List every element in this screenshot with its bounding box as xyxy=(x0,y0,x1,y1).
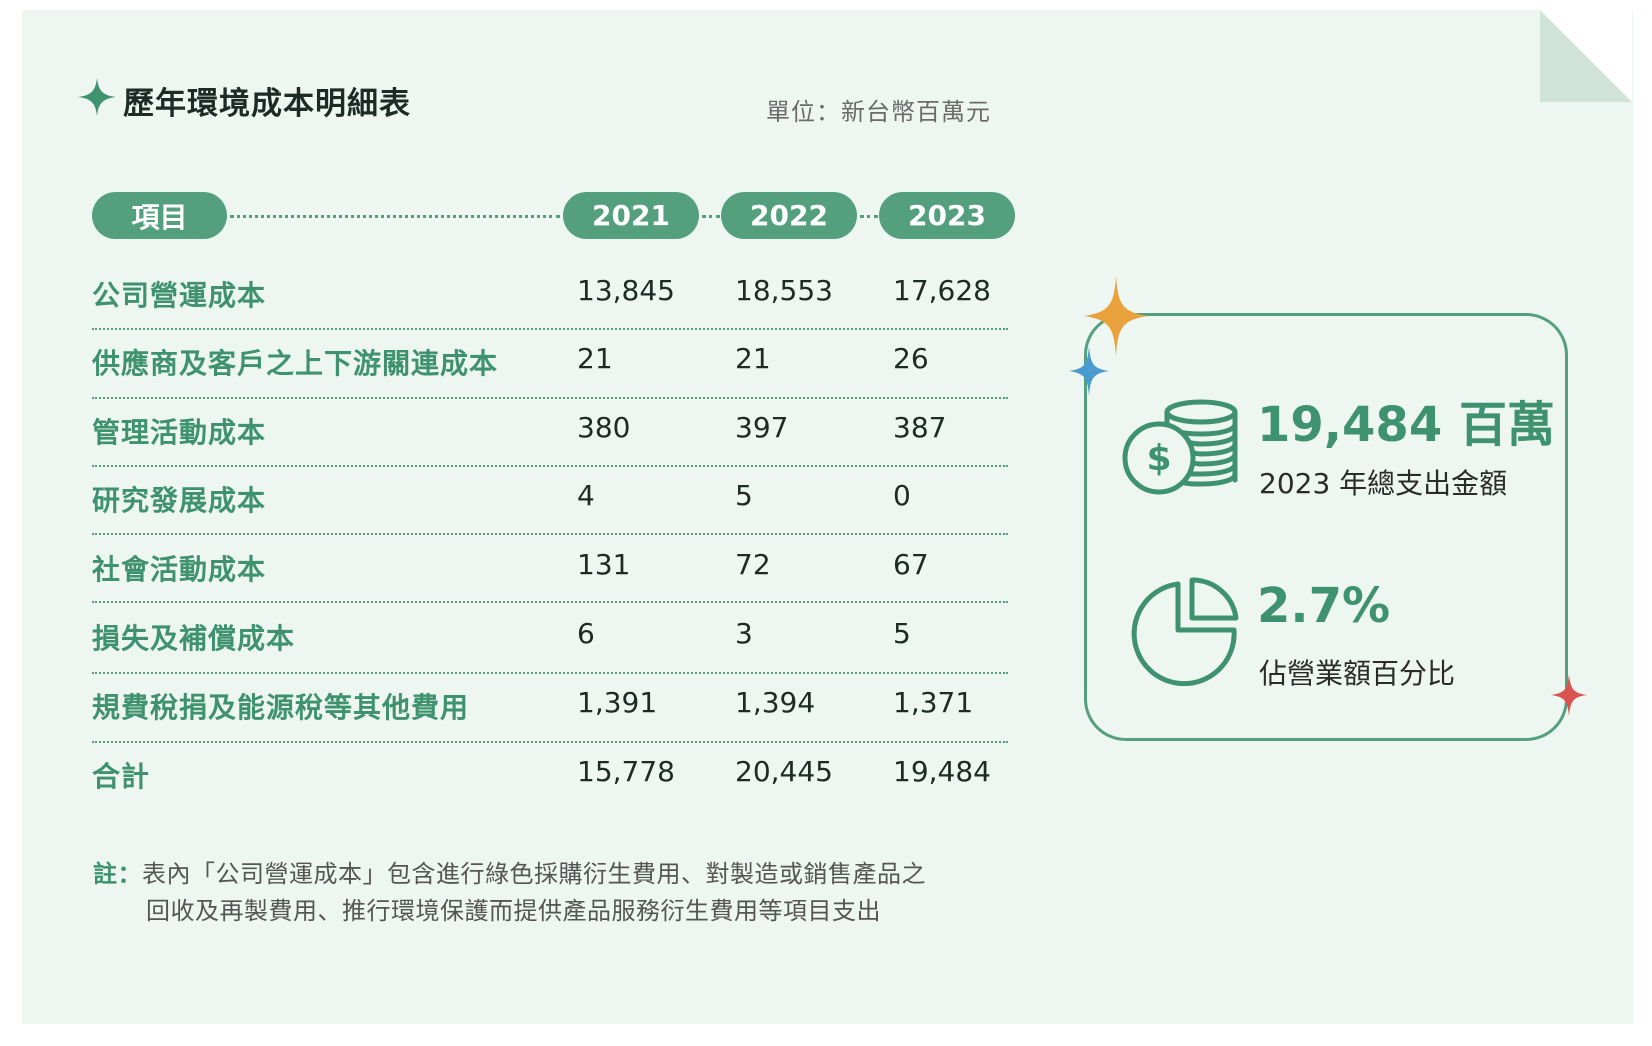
table-cell: 19,484 xyxy=(893,755,991,788)
page-fold-corner xyxy=(1540,10,1632,102)
row-label-management: 管理活動成本 xyxy=(92,416,267,449)
table-cell: 17,628 xyxy=(893,274,991,307)
table-cell: 21 xyxy=(735,342,771,375)
footnote: 註：表內「公司營運成本」包含進行綠色採購衍生費用、對製造或銷售產品之 回收及再製… xyxy=(93,856,926,930)
header-dotted-line xyxy=(860,215,878,218)
table-cell: 6 xyxy=(577,617,595,650)
revenue-percent-label: 佔營業額百分比 xyxy=(1259,657,1456,690)
row-separator xyxy=(92,533,1008,535)
table-cell: 5 xyxy=(735,479,753,512)
table-cell: 380 xyxy=(577,411,631,444)
table-cell: 20,445 xyxy=(735,755,833,788)
total-expense-label: 2023 年總支出金額 xyxy=(1259,467,1508,500)
coin-stack-dollar-icon: $ xyxy=(1122,399,1238,495)
header-dotted-line xyxy=(230,215,560,218)
row-separator xyxy=(92,465,1008,467)
table-cell: 3 xyxy=(735,617,753,650)
summary-panel xyxy=(1084,313,1568,741)
row-label-social: 社會活動成本 xyxy=(92,553,267,586)
row-label-supply-chain: 供應商及客戶之上下游關連成本 xyxy=(92,347,499,380)
footnote-line-2: 回收及再製費用、推行環境保護而提供產品服務衍生費用等項目支出 xyxy=(146,897,881,925)
row-label-compensation: 損失及補償成本 xyxy=(92,622,296,655)
table-cell: 15,778 xyxy=(577,755,675,788)
table-cell: 397 xyxy=(735,411,789,444)
pie-chart-icon xyxy=(1131,577,1239,686)
sparkle-icon xyxy=(78,78,116,116)
row-separator xyxy=(92,672,1008,674)
svg-text:$: $ xyxy=(1146,438,1171,479)
footnote-line-1: 表內「公司營運成本」包含進行綠色採購衍生費用、對製造或銷售產品之 xyxy=(142,860,926,888)
row-label-operations: 公司營運成本 xyxy=(92,279,267,312)
blue-sparkle-icon xyxy=(1069,346,1109,396)
header-dotted-line xyxy=(702,215,720,218)
row-separator xyxy=(92,601,1008,603)
table-cell: 13,845 xyxy=(577,274,675,307)
row-label-total: 合計 xyxy=(92,760,151,793)
table-cell: 1,394 xyxy=(735,686,816,719)
row-separator xyxy=(92,328,1008,330)
table-cell: 387 xyxy=(893,411,947,444)
row-separator xyxy=(92,397,1008,399)
table-cell: 26 xyxy=(893,342,929,375)
page-title: 歷年環境成本明細表 xyxy=(123,86,411,122)
table-cell: 67 xyxy=(893,548,929,581)
table-cell: 72 xyxy=(735,548,771,581)
footnote-label: 註： xyxy=(93,860,142,888)
header-item-pill: 項目 xyxy=(92,192,227,239)
infographic-card xyxy=(22,10,1633,1024)
row-label-research: 研究發展成本 xyxy=(92,484,267,517)
table-cell: 21 xyxy=(577,342,613,375)
table-cell: 131 xyxy=(577,548,631,581)
unit-label: 單位：新台幣百萬元 xyxy=(766,98,991,126)
table-cell: 1,391 xyxy=(577,686,658,719)
red-sparkle-icon xyxy=(1551,674,1587,716)
table-cell: 1,371 xyxy=(893,686,974,719)
table-cell: 18,553 xyxy=(735,274,833,307)
row-label-taxes: 規費稅捐及能源稅等其他費用 xyxy=(92,691,470,724)
table-cell: 4 xyxy=(577,479,595,512)
header-year-2023: 2023 xyxy=(879,192,1015,239)
header-year-2021: 2021 xyxy=(563,192,699,239)
row-separator xyxy=(92,741,1008,743)
table-cell: 5 xyxy=(893,617,911,650)
table-cell: 0 xyxy=(893,479,911,512)
orange-sparkle-icon xyxy=(1084,276,1148,356)
total-expense-value: 19,484 百萬 xyxy=(1257,397,1555,453)
revenue-percent-value: 2.7% xyxy=(1257,578,1391,634)
header-year-2022: 2022 xyxy=(721,192,857,239)
